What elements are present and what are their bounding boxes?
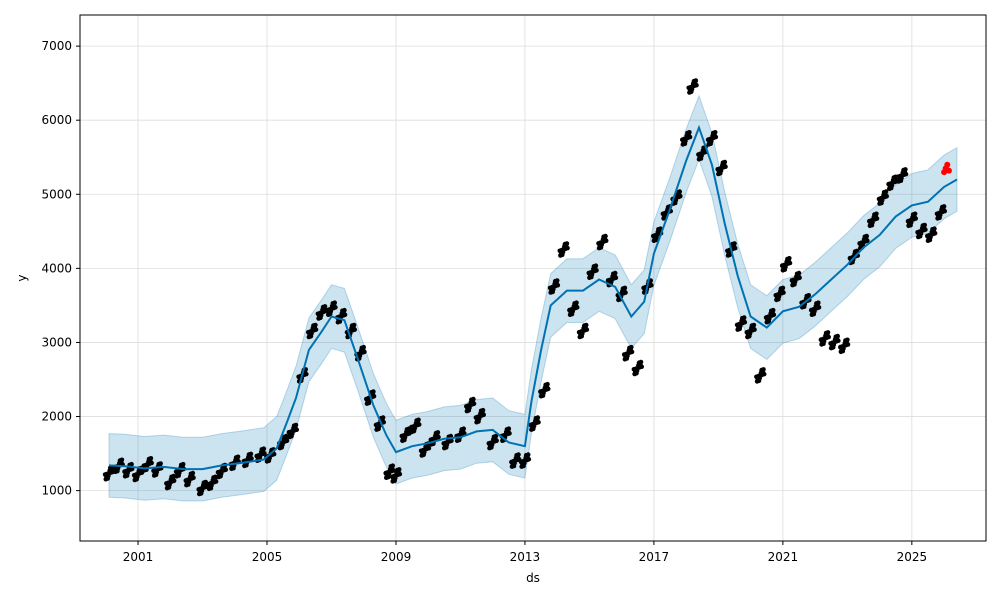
observed-point	[399, 426, 412, 444]
recent-point	[944, 161, 951, 168]
observed-point	[686, 78, 699, 95]
observed-point	[183, 470, 196, 488]
observed-point	[886, 174, 899, 192]
observed-point	[734, 315, 748, 332]
observed-point	[547, 278, 561, 295]
forecast-line-group	[108, 124, 958, 471]
recent-point	[945, 167, 952, 174]
observed-point	[808, 300, 822, 318]
observed-point	[254, 446, 267, 464]
observed-point	[838, 337, 851, 355]
observed-point	[773, 285, 786, 303]
observed-point	[464, 396, 477, 414]
x-tick-label: 2025	[897, 550, 928, 564]
observed-point	[605, 270, 619, 288]
observed-point	[586, 263, 599, 281]
y-tick-label: 6000	[41, 113, 72, 127]
observed-point	[325, 300, 338, 318]
observed-point	[286, 422, 300, 440]
y-tick-label: 2000	[41, 410, 72, 424]
observed-point	[196, 479, 209, 497]
observed-point	[934, 204, 947, 221]
observed-point	[141, 456, 154, 473]
observed-point	[621, 344, 635, 362]
x-tick-label: 2021	[768, 550, 799, 564]
x-tick-label: 2001	[123, 550, 154, 564]
observed-point	[818, 330, 831, 347]
observed-point	[744, 322, 757, 340]
observed-point	[538, 381, 551, 399]
observed-point	[509, 452, 522, 469]
observed-point	[473, 407, 487, 425]
observed-point	[905, 211, 918, 229]
y-axis-label: y	[15, 274, 29, 281]
observed-point	[754, 367, 767, 384]
recent-points	[941, 161, 952, 176]
observed-point	[567, 300, 580, 318]
observed-point	[528, 415, 541, 432]
observed-point	[876, 189, 889, 206]
observed-point	[779, 255, 793, 273]
y-tick-label: 5000	[41, 187, 72, 201]
plot-background	[80, 15, 986, 541]
x-tick-label: 2017	[639, 550, 670, 564]
x-tick-label: 2013	[510, 550, 541, 564]
forecast-line	[108, 124, 958, 471]
observed-point	[867, 211, 880, 229]
observed-point	[228, 454, 241, 472]
observed-point	[631, 359, 644, 377]
observed-point	[715, 159, 728, 177]
observed-point	[789, 270, 802, 288]
observed-point	[557, 241, 570, 258]
observed-point	[306, 322, 319, 340]
observed-point	[596, 233, 609, 251]
observed-point	[164, 473, 177, 491]
x-axis-label: ds	[526, 571, 540, 585]
observed-point	[409, 417, 422, 435]
observed-point	[915, 222, 928, 240]
observed-point	[518, 452, 532, 469]
y-tick-label: 1000	[41, 484, 72, 498]
observed-point	[576, 322, 590, 340]
observed-point	[215, 462, 228, 480]
y-tick-label: 7000	[41, 39, 72, 53]
observed-point	[763, 307, 777, 325]
x-axis-ticks: 2001 2005 2009 2013 2017 2021 2025	[123, 541, 927, 564]
x-tick-label: 2005	[252, 550, 283, 564]
observed-point	[896, 167, 909, 184]
plot-frame	[79, 14, 987, 542]
y-axis-ticks: 1000 2000 3000 4000 5000 6000 7000	[41, 39, 80, 498]
observed-point	[441, 433, 454, 451]
observed-point	[705, 130, 719, 147]
observed-point	[857, 233, 870, 251]
y-tick-label: 3000	[41, 335, 72, 349]
observed-point	[206, 474, 219, 492]
y-tick-label: 4000	[41, 261, 72, 275]
observed-point	[925, 226, 938, 243]
observed-point	[486, 433, 499, 451]
observed-point	[680, 130, 693, 147]
x-tick-label: 2009	[381, 550, 412, 564]
observed-point	[828, 333, 841, 351]
observed-point	[389, 467, 403, 484]
observed-point	[383, 463, 396, 481]
